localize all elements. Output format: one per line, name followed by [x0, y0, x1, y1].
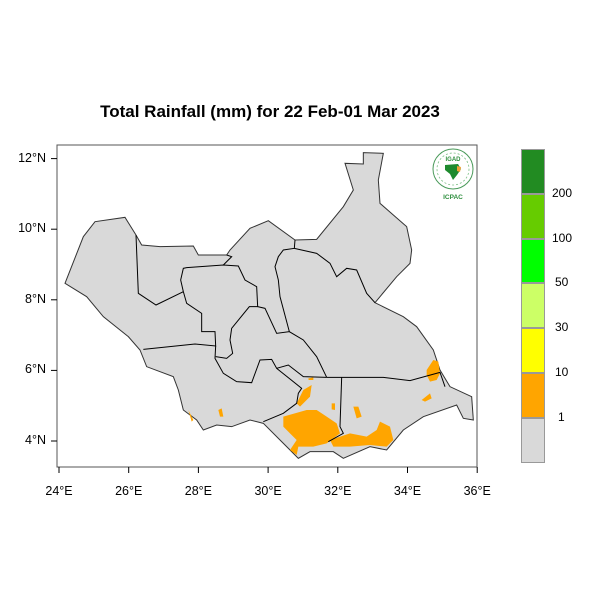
- lat-tick-label: 12°N: [18, 150, 46, 165]
- legend-label: 1: [558, 409, 565, 424]
- legend-swatch: [521, 373, 545, 418]
- lat-tick-label: 10°N: [18, 221, 46, 236]
- state-boundaries: [136, 235, 445, 442]
- legend-swatch: [521, 149, 545, 194]
- igad-logo-icon: IGAD ICPAC: [432, 148, 474, 201]
- logo-top-text: IGAD: [446, 157, 462, 163]
- map-frame: [56, 144, 478, 468]
- rain-patch: [331, 403, 335, 410]
- lon-tick-label: 26°E: [115, 484, 143, 498]
- rain-patch: [218, 408, 224, 417]
- legend-swatch: [521, 328, 545, 373]
- rain-patch: [421, 393, 432, 402]
- legend-swatch: [521, 283, 545, 329]
- legend-label: 200: [552, 185, 573, 200]
- lon-tick-label: 24°E: [45, 484, 73, 498]
- rain-patch: [188, 409, 194, 422]
- rain-patch: [296, 384, 312, 407]
- rain-patch: [329, 421, 394, 447]
- map-title: Total Rainfall (mm) for 22 Feb-01 Mar 20…: [100, 102, 440, 121]
- lon-tick-label: 32°E: [324, 484, 352, 498]
- legend-label: 30: [555, 320, 569, 335]
- lon-tick-label: 34°E: [393, 484, 422, 498]
- legend-label: 10: [555, 365, 569, 379]
- logo-bottom-text: ICPAC: [443, 194, 463, 201]
- lon-tick-label: 28°E: [184, 484, 213, 498]
- legend-label: 100: [552, 230, 573, 245]
- south-sudan-land: [65, 153, 473, 459]
- rain-patch: [308, 377, 314, 380]
- rain-patch: [353, 406, 362, 419]
- legend-swatch: [521, 417, 545, 463]
- legend-label: 50: [555, 275, 569, 290]
- lat-tick-label: 4°N: [25, 433, 46, 447]
- rainfall-1-10mm-areas: [188, 359, 440, 455]
- legend-swatch: [521, 193, 545, 239]
- lon-tick-label: 36°E: [463, 484, 491, 498]
- rain-patch: [426, 359, 440, 382]
- rain-patch: [283, 409, 340, 455]
- lat-tick-label: 6°N: [25, 362, 46, 377]
- lat-tick-label: 8°N: [25, 291, 46, 306]
- legend-swatch: [521, 238, 545, 284]
- lon-tick-label: 30°E: [254, 484, 282, 498]
- igad-icpac-logo: IGAD ICPAC: [430, 148, 476, 204]
